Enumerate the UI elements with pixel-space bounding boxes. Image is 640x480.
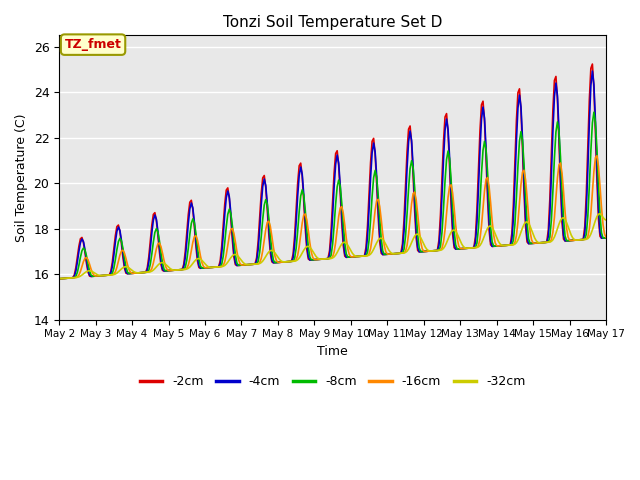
- Text: TZ_fmet: TZ_fmet: [65, 38, 122, 51]
- -2cm: [70, 272, 78, 278]
- -4cm: [55, 276, 63, 282]
- -16cm: [157, 243, 164, 249]
- -32cm: [70, 275, 78, 281]
- -4cm: [602, 235, 610, 241]
- -8cm: [590, 109, 598, 115]
- Line: -16cm: -16cm: [59, 156, 606, 279]
- -4cm: [385, 251, 393, 257]
- -2cm: [157, 262, 164, 267]
- -16cm: [602, 235, 610, 240]
- -4cm: [397, 250, 405, 256]
- -4cm: [70, 274, 78, 279]
- Legend: -2cm, -4cm, -8cm, -16cm, -32cm: -2cm, -4cm, -8cm, -16cm, -32cm: [134, 370, 531, 393]
- Y-axis label: Soil Temperature (C): Soil Temperature (C): [15, 113, 28, 242]
- -8cm: [70, 275, 78, 280]
- -16cm: [397, 251, 405, 256]
- -8cm: [385, 251, 393, 257]
- -2cm: [589, 61, 596, 67]
- Line: -2cm: -2cm: [59, 64, 606, 279]
- -8cm: [602, 235, 610, 241]
- -32cm: [385, 247, 393, 253]
- -8cm: [367, 217, 374, 223]
- -32cm: [55, 276, 63, 281]
- -16cm: [536, 240, 543, 246]
- -8cm: [157, 250, 164, 255]
- Line: -32cm: -32cm: [59, 214, 606, 278]
- -2cm: [397, 250, 405, 256]
- -4cm: [589, 68, 596, 74]
- -8cm: [536, 240, 543, 246]
- -2cm: [536, 240, 543, 246]
- -16cm: [593, 153, 601, 158]
- Title: Tonzi Soil Temperature Set D: Tonzi Soil Temperature Set D: [223, 15, 442, 30]
- Line: -4cm: -4cm: [59, 71, 606, 279]
- -16cm: [55, 276, 63, 282]
- -4cm: [367, 175, 374, 180]
- -2cm: [55, 276, 63, 282]
- -16cm: [367, 246, 374, 252]
- -2cm: [602, 235, 610, 241]
- X-axis label: Time: Time: [317, 345, 348, 358]
- -4cm: [536, 240, 543, 246]
- -32cm: [602, 217, 610, 223]
- -32cm: [397, 251, 405, 256]
- -32cm: [157, 260, 164, 266]
- Line: -8cm: -8cm: [59, 112, 606, 279]
- -4cm: [157, 258, 164, 264]
- -2cm: [367, 159, 374, 165]
- -32cm: [367, 251, 374, 257]
- -8cm: [55, 276, 63, 282]
- -2cm: [385, 251, 393, 257]
- -8cm: [397, 251, 405, 256]
- -32cm: [536, 240, 543, 246]
- -16cm: [385, 251, 393, 257]
- -32cm: [596, 211, 604, 216]
- -16cm: [70, 275, 78, 281]
